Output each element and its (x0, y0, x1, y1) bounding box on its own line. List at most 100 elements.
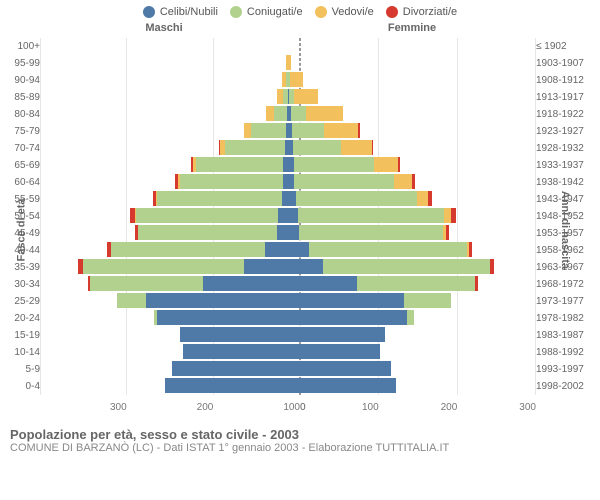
age-label: 0-4 (0, 381, 46, 392)
male-side (46, 242, 288, 259)
bar-segment (288, 55, 291, 70)
legend-swatch (315, 6, 327, 18)
year-label: 1948-1952 (530, 211, 600, 222)
bar-segment (225, 140, 285, 155)
bar-segment (288, 225, 299, 240)
bar-segment (490, 259, 495, 274)
bar-segment (309, 242, 467, 257)
age-label: 90-94 (0, 75, 46, 86)
age-label: 30-34 (0, 279, 46, 290)
bar-segment (288, 327, 385, 342)
bar (288, 140, 530, 155)
x-tick: 100 (213, 402, 300, 413)
legend-swatch (143, 6, 155, 18)
male-side (46, 123, 288, 140)
female-side (288, 140, 530, 157)
year-label: 1968-1972 (530, 279, 600, 290)
bar (46, 310, 288, 325)
bar (46, 293, 288, 308)
bar-segment (394, 174, 412, 189)
age-row: 55-591943-1947 (0, 191, 600, 208)
bar-segment (244, 259, 288, 274)
legend-item: Coniugati/e (230, 6, 303, 18)
chart-title: Popolazione per età, sesso e stato civil… (10, 427, 590, 442)
bar (288, 106, 530, 121)
age-label: 75-79 (0, 126, 46, 137)
bar-segment (469, 242, 472, 257)
age-label: 85-89 (0, 92, 46, 103)
bar (46, 106, 288, 121)
legend-item: Celibi/Nubili (143, 6, 218, 18)
x-tick: 100 (300, 402, 379, 413)
bar-segment (288, 191, 296, 206)
bar (288, 55, 530, 70)
bar (46, 140, 288, 155)
year-label: 1978-1982 (530, 313, 600, 324)
bar-segment (294, 157, 375, 172)
male-side (46, 259, 288, 276)
bar-segment (288, 378, 396, 393)
bar (46, 344, 288, 359)
age-label: 50-54 (0, 211, 46, 222)
age-row: 65-691933-1937 (0, 157, 600, 174)
bar-segment (288, 259, 323, 274)
bar-segment (266, 106, 274, 121)
male-side (46, 361, 288, 378)
bar (288, 327, 530, 342)
bar-segment (288, 242, 309, 257)
legend-label: Coniugati/e (247, 6, 303, 18)
year-label: 1958-1962 (530, 245, 600, 256)
bar (288, 191, 530, 206)
bar-segment (475, 276, 478, 291)
age-row: 5-91993-1997 (0, 361, 600, 378)
age-row: 95-991903-1907 (0, 55, 600, 72)
bar (46, 208, 288, 223)
bar (46, 327, 288, 342)
bar-segment (412, 174, 415, 189)
year-label: 1913-1917 (530, 92, 600, 103)
bar-segment (278, 208, 288, 223)
bar-segment (180, 174, 283, 189)
age-row: 15-191983-1987 (0, 327, 600, 344)
year-label: 1943-1947 (530, 194, 600, 205)
bar (288, 361, 530, 376)
legend: Celibi/NubiliConiugati/eVedovi/eDivorzia… (0, 0, 600, 20)
bar-segment (157, 310, 288, 325)
bar (288, 242, 530, 257)
male-side (46, 38, 288, 55)
bar (46, 38, 288, 53)
female-side (288, 293, 530, 310)
bar-segment (398, 157, 400, 172)
female-side (288, 276, 530, 293)
bar (288, 310, 530, 325)
male-side (46, 140, 288, 157)
age-row: 30-34 1968-1972 (0, 276, 600, 293)
year-label: 1973-1977 (530, 296, 600, 307)
age-label: 35-39 (0, 262, 46, 273)
bar-segment (428, 191, 431, 206)
age-row: 70-741928-1932 (0, 140, 600, 157)
bar-segment (293, 140, 341, 155)
year-label: 1998-2002 (530, 381, 600, 392)
male-side (46, 55, 288, 72)
bar-segment (172, 361, 288, 376)
bar-segment (288, 344, 380, 359)
female-side (288, 225, 530, 242)
bar-segment (451, 208, 456, 223)
chart-subtitle: COMUNE DI BARZANÒ (LC) - Dati ISTAT 1° g… (10, 442, 590, 454)
age-row: 40-441958-1962 (0, 242, 600, 259)
age-label: 20-24 (0, 313, 46, 324)
bar-segment (446, 225, 449, 240)
bar (288, 157, 530, 172)
bar (288, 89, 530, 104)
bar-segment (288, 208, 298, 223)
x-tick: 300 (457, 402, 536, 413)
bar (288, 225, 530, 240)
male-side (46, 293, 288, 310)
year-label: 1933-1937 (530, 160, 600, 171)
bar-segment (138, 225, 277, 240)
male-side (46, 106, 288, 123)
year-label: ≤ 1902 (530, 41, 600, 52)
year-label: 1938-1942 (530, 177, 600, 188)
age-label: 100+ (0, 41, 46, 52)
